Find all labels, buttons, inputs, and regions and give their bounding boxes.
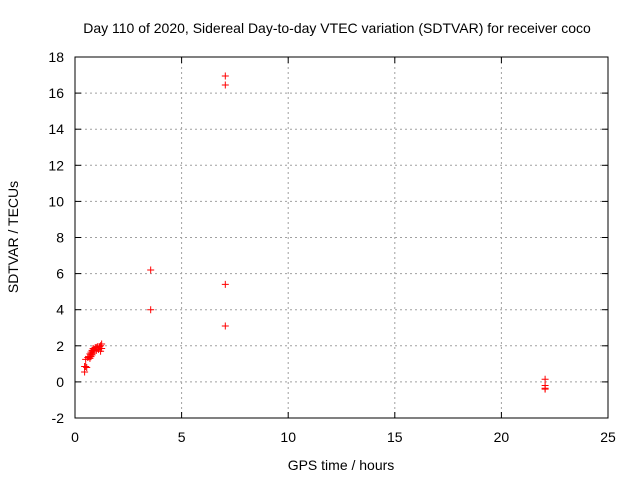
x-tick-label: 10 bbox=[280, 429, 296, 445]
y-tick-label: 10 bbox=[48, 193, 64, 209]
data-point bbox=[98, 340, 106, 348]
grid-lines bbox=[75, 57, 608, 418]
y-tick-label: -2 bbox=[52, 410, 65, 426]
x-tick-label: 25 bbox=[600, 429, 616, 445]
chart-title: Day 110 of 2020, Sidereal Day-to-day VTE… bbox=[83, 20, 591, 36]
y-tick-label: 0 bbox=[56, 374, 64, 390]
data-point bbox=[541, 375, 549, 383]
data-point bbox=[82, 363, 90, 371]
y-tick-label: 12 bbox=[48, 157, 64, 173]
y-tick-label: 2 bbox=[56, 338, 64, 354]
y-tick-labels: -2 0 2 4 6 8 10 12 14 16 18 bbox=[48, 49, 64, 426]
data-point bbox=[147, 306, 155, 314]
data-point bbox=[221, 322, 229, 330]
data-point bbox=[221, 81, 229, 89]
axis-ticks bbox=[74, 56, 609, 419]
y-tick-label: 6 bbox=[56, 266, 64, 282]
data-points bbox=[81, 72, 549, 393]
x-tick-label: 15 bbox=[387, 429, 403, 445]
y-tick-label: 14 bbox=[48, 121, 64, 137]
data-point bbox=[147, 266, 155, 274]
y-axis-label: SDTVAR / TECUs bbox=[5, 181, 21, 293]
x-tick-label: 5 bbox=[178, 429, 186, 445]
x-axis-label: GPS time / hours bbox=[288, 457, 395, 473]
data-point bbox=[221, 72, 229, 80]
x-tick-labels: 0 5 10 15 20 25 bbox=[71, 429, 616, 445]
x-tick-label: 0 bbox=[71, 429, 79, 445]
data-point bbox=[221, 280, 229, 288]
x-tick-label: 20 bbox=[494, 429, 510, 445]
y-tick-label: 4 bbox=[56, 302, 64, 318]
data-point bbox=[541, 385, 549, 393]
y-tick-label: 18 bbox=[48, 49, 64, 65]
data-point bbox=[83, 363, 91, 371]
y-tick-label: 16 bbox=[48, 85, 64, 101]
y-tick-label: 8 bbox=[56, 230, 64, 246]
